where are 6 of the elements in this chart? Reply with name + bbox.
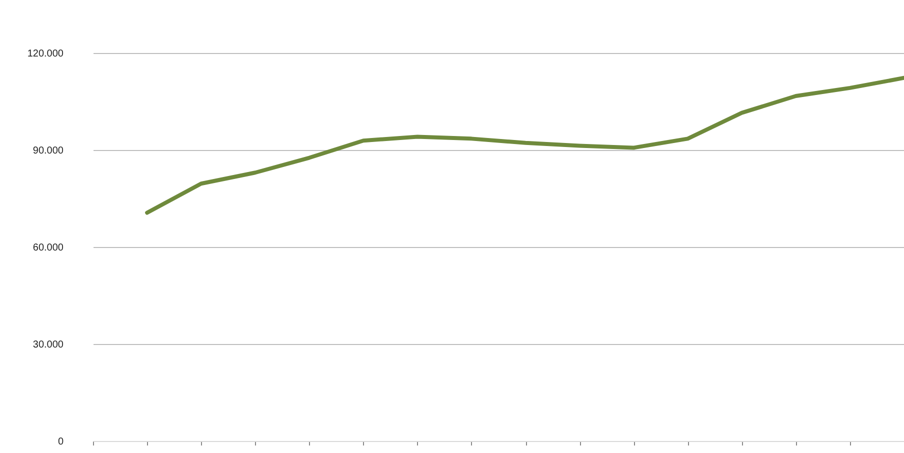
y-tick-label: 120.000 (27, 48, 64, 60)
y-tick-label: 90.000 (32, 146, 64, 156)
line-series (145, 76, 904, 215)
y-tick-label: 60.000 (32, 242, 64, 254)
y-tick-label: 30.000 (32, 340, 64, 350)
y-tick-label: 0 (58, 436, 64, 448)
